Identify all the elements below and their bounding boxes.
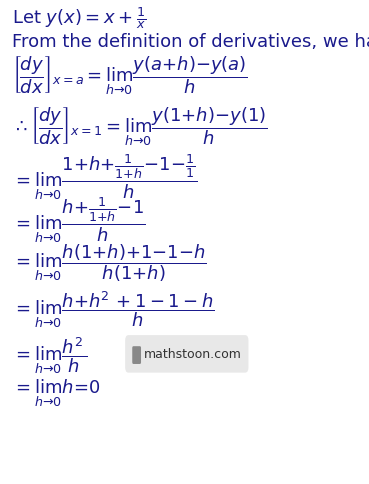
Text: $= \lim_{h\to 0}\dfrac{h^2}{h}$: $= \lim_{h\to 0}\dfrac{h^2}{h}$ bbox=[11, 334, 87, 376]
Text: mathstoon.com: mathstoon.com bbox=[144, 348, 241, 361]
Text: $\therefore \left[\dfrac{dy}{dx}\right]_{x=1} = \lim_{h\to 0}\dfrac{y(1+h)-y(1)}: $\therefore \left[\dfrac{dy}{dx}\right]_… bbox=[11, 105, 267, 148]
FancyBboxPatch shape bbox=[133, 347, 140, 363]
Text: $= \lim_{h\to 0} h = 0$: $= \lim_{h\to 0} h = 0$ bbox=[11, 378, 100, 409]
Text: $= \lim_{h\to 0}\dfrac{h(1+h)+1-1-h}{h(1+h)}$: $= \lim_{h\to 0}\dfrac{h(1+h)+1-1-h}{h(1… bbox=[11, 243, 206, 285]
Text: From the definition of derivatives, we have: From the definition of derivatives, we h… bbox=[11, 33, 369, 51]
Text: $= \lim_{h\to 0}\dfrac{h+h^2+1-1-h}{h}$: $= \lim_{h\to 0}\dfrac{h+h^2+1-1-h}{h}$ bbox=[11, 289, 214, 330]
FancyBboxPatch shape bbox=[126, 336, 248, 372]
Text: Let $y(x) = x + \frac{1}{x}$: Let $y(x) = x + \frac{1}{x}$ bbox=[11, 5, 146, 31]
Text: $\left[\dfrac{dy}{dx}\right]_{x=a} = \lim_{h\to 0}\dfrac{y(a+h)-y(a)}{h}$: $\left[\dfrac{dy}{dx}\right]_{x=a} = \li… bbox=[11, 55, 248, 97]
Text: $= \lim_{h\to 0}\dfrac{h+\frac{1}{1+h}-1}{h}$: $= \lim_{h\to 0}\dfrac{h+\frac{1}{1+h}-1… bbox=[11, 196, 145, 245]
Text: $= \lim_{h\to 0}\dfrac{1+h+\frac{1}{1+h}-1-\frac{1}{1}}{h}$: $= \lim_{h\to 0}\dfrac{1+h+\frac{1}{1+h}… bbox=[11, 152, 197, 202]
